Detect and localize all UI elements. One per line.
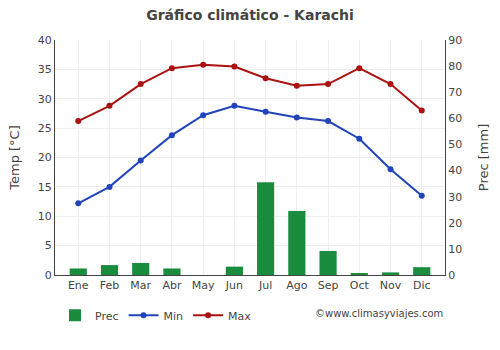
svg-text:Ene: Ene [68, 279, 89, 292]
svg-text:30: 30 [448, 191, 462, 204]
svg-text:Max: Max [228, 310, 251, 323]
svg-text:Ago: Ago [286, 279, 308, 292]
svg-text:50: 50 [448, 138, 462, 151]
svg-text:Min: Min [164, 310, 184, 323]
svg-text:Nov: Nov [380, 279, 402, 292]
svg-text:Dic: Dic [413, 279, 431, 292]
svg-text:Mar: Mar [130, 279, 151, 292]
svg-text:Jun: Jun [225, 279, 243, 292]
svg-text:Jul: Jul [258, 279, 272, 292]
svg-text:Abr: Abr [162, 279, 182, 292]
svg-text:35: 35 [38, 63, 52, 76]
svg-text:80: 80 [448, 60, 462, 73]
svg-text:0: 0 [45, 269, 52, 282]
svg-text:70: 70 [448, 86, 462, 99]
svg-text:Prec: Prec [95, 310, 119, 323]
svg-text:30: 30 [38, 93, 52, 106]
svg-text:0: 0 [448, 269, 455, 282]
svg-text:©www.climasyviajes.com: ©www.climasyviajes.com [315, 308, 443, 319]
svg-text:20: 20 [38, 151, 52, 164]
svg-text:25: 25 [38, 122, 52, 135]
svg-text:Oct: Oct [350, 279, 370, 292]
svg-text:90: 90 [448, 34, 462, 47]
svg-text:10: 10 [448, 243, 462, 256]
svg-text:Feb: Feb [100, 279, 119, 292]
svg-text:60: 60 [448, 112, 462, 125]
svg-text:5: 5 [45, 239, 52, 252]
svg-text:Gráfico climático - Karachi: Gráfico climático - Karachi [146, 7, 354, 23]
svg-text:20: 20 [448, 217, 462, 230]
svg-text:Temp [°C]: Temp [°C] [7, 125, 22, 191]
svg-text:15: 15 [38, 181, 52, 194]
svg-text:40: 40 [38, 34, 52, 47]
svg-text:10: 10 [38, 210, 52, 223]
svg-text:40: 40 [448, 164, 462, 177]
svg-text:May: May [192, 279, 215, 292]
svg-text:Sep: Sep [318, 279, 339, 292]
svg-text:Prec [mm]: Prec [mm] [476, 124, 491, 191]
